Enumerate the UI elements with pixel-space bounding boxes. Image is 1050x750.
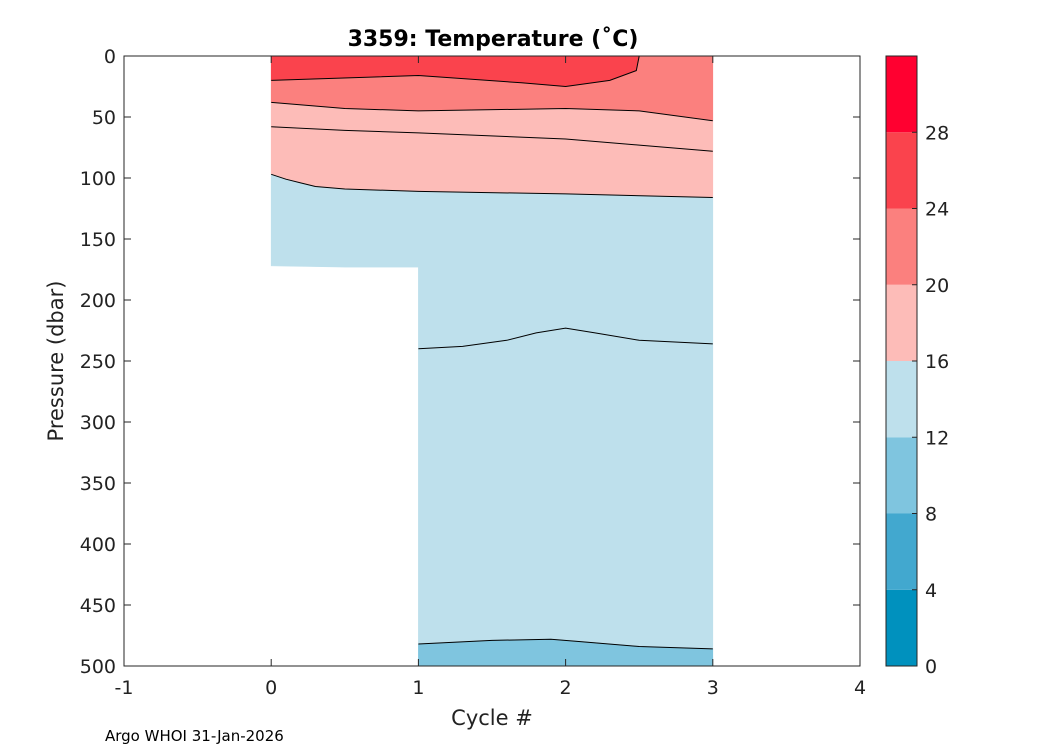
y-tick-label: 350 xyxy=(80,473,116,495)
y-tick-label: 100 xyxy=(80,168,116,190)
chart-title: 3359: Temperature (˚C) xyxy=(348,27,639,52)
contour-line-extra-1 xyxy=(418,327,713,350)
colorbar-tick-label: 8 xyxy=(925,504,937,526)
plot-area xyxy=(124,55,860,667)
contour-line-4 xyxy=(271,173,713,198)
y-tick-label: 250 xyxy=(80,351,116,373)
colorbar-tick-label: 24 xyxy=(925,199,949,221)
colorbar-segment-6 xyxy=(886,208,917,285)
x-tick-label: 4 xyxy=(854,677,866,699)
y-tick-label: 0 xyxy=(104,46,116,68)
contour-line-3 xyxy=(271,126,713,152)
y-tick-label: 400 xyxy=(80,534,116,556)
colorbar-tick-label: 0 xyxy=(925,656,937,678)
axes: -1 0 1 2 3 4 0 50 100 150 200 250 300 350 400 450 500 xyxy=(80,46,866,699)
colorbar-segment-7 xyxy=(886,132,917,209)
footer-credit: Argo WHOI 31-Jan-2026 xyxy=(105,727,284,745)
colorbar-tick-label: 4 xyxy=(925,580,937,602)
contour-line-extra-2 xyxy=(418,638,713,650)
colorbar-tick-label: 12 xyxy=(925,427,949,449)
colorbar: 0 4 8 12 16 20 24 28 xyxy=(885,55,949,678)
colorbar-tick-label: 28 xyxy=(925,122,949,144)
y-tick-label: 300 xyxy=(80,412,116,434)
contour-line-1 xyxy=(271,55,640,88)
colorbar-segment-1 xyxy=(886,589,917,666)
colorbar-segment-2 xyxy=(886,513,917,590)
colorbar-segment-3 xyxy=(886,437,917,514)
x-tick-label: 1 xyxy=(412,677,424,699)
x-tick-label: -1 xyxy=(115,677,134,699)
y-tick-label: 450 xyxy=(80,595,116,617)
colorbar-segment-8 xyxy=(886,56,917,133)
colorbar-segment-4 xyxy=(886,361,917,438)
y-axis-label: Pressure (dbar) xyxy=(44,281,68,442)
colorbar-tick-label: 20 xyxy=(925,275,949,297)
colorbar-tick-label: 16 xyxy=(925,351,949,373)
y-tick-label: 200 xyxy=(80,290,116,312)
x-tick-label: 3 xyxy=(707,677,719,699)
x-axis-label: Cycle # xyxy=(451,706,533,730)
x-tick-label: 2 xyxy=(560,677,572,699)
y-tick-label: 50 xyxy=(92,107,116,129)
x-tick-label: 0 xyxy=(265,677,277,699)
y-tick-label: 150 xyxy=(80,229,116,251)
y-tick-label: 500 xyxy=(80,656,116,678)
colorbar-segment-5 xyxy=(886,284,917,361)
contour-line-2 xyxy=(271,101,713,122)
